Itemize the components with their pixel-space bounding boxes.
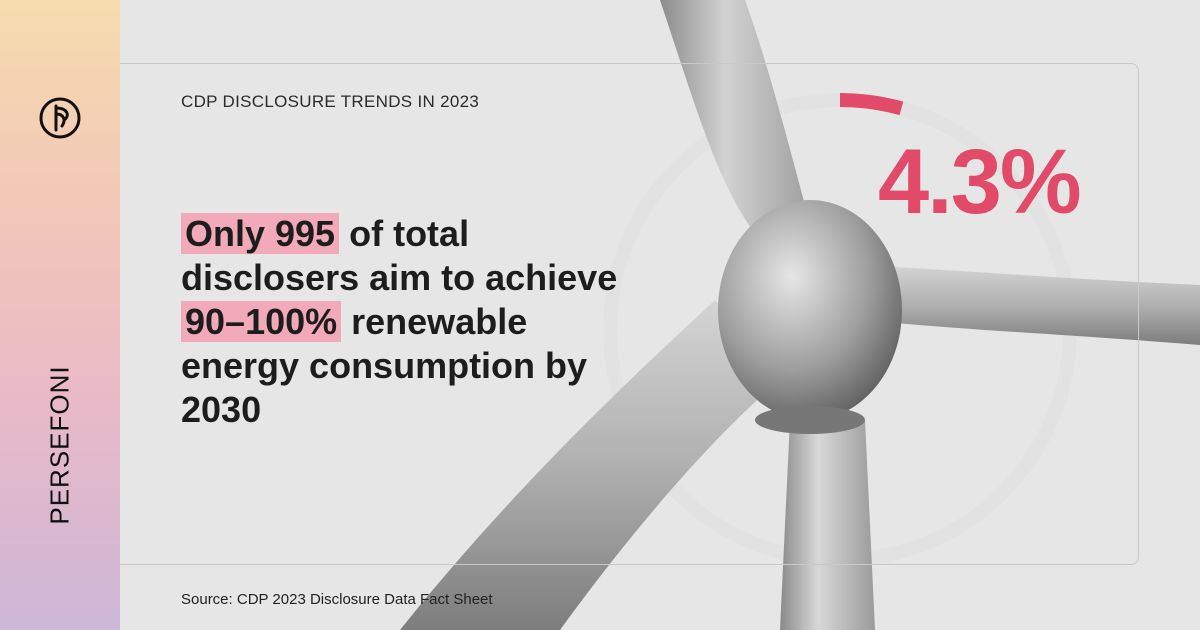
- headline-text-2: renewable energy consumption by 2030: [181, 301, 588, 430]
- turbine-nacelle-shadow: [755, 406, 865, 434]
- headline-text-1: of total disclosers aim to achieve: [181, 213, 618, 298]
- stat-value: 4.3%: [878, 131, 1082, 233]
- eyebrow-title: CDP DISCLOSURE TRENDS IN 2023: [181, 92, 480, 111]
- progress-ring-value: [839, 93, 904, 116]
- persefoni-logo-icon: [39, 97, 81, 139]
- brand-wordmark: PERSEFONI: [44, 365, 75, 525]
- content-card-frame: [120, 63, 1139, 565]
- turbine-blade-right: [855, 265, 1200, 345]
- turbine-blade-left: [400, 300, 780, 630]
- turbine-tower: [780, 420, 875, 630]
- highlight-count: Only 995: [181, 213, 340, 254]
- turbine-hub: [718, 200, 902, 420]
- source-citation: Source: CDP 2023 Disclosure Data Fact Sh…: [181, 591, 493, 608]
- headline: Only 995 of total disclosers aim to achi…: [181, 212, 651, 432]
- turbine-blade-top: [660, 0, 805, 240]
- highlight-range: 90–100%: [181, 301, 342, 342]
- brand-sidebar: PERSEFONI: [0, 0, 120, 630]
